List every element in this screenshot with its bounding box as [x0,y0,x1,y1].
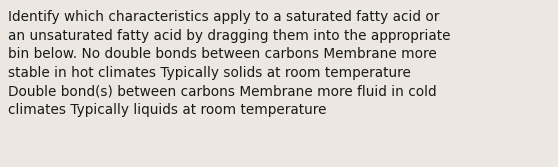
Text: Identify which characteristics apply to a saturated fatty acid or
an unsaturated: Identify which characteristics apply to … [8,10,450,117]
